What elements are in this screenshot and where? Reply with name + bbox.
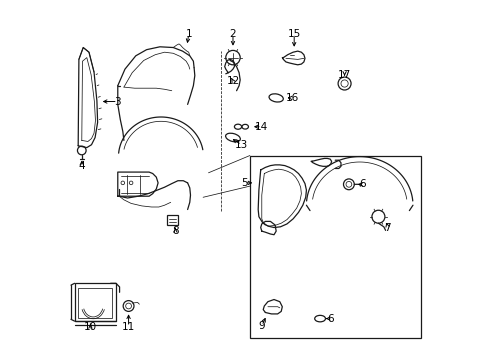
Text: 8: 8 <box>172 226 178 236</box>
Bar <box>75 283 116 321</box>
Bar <box>78 288 112 318</box>
Text: 9: 9 <box>258 321 264 331</box>
Text: 12: 12 <box>226 76 239 86</box>
Text: 13: 13 <box>235 140 248 150</box>
Text: 4: 4 <box>78 161 85 171</box>
Text: 1: 1 <box>185 29 192 39</box>
Text: 17: 17 <box>337 70 350 80</box>
Text: 6: 6 <box>359 179 365 189</box>
Text: 7: 7 <box>384 222 390 233</box>
Text: 2: 2 <box>229 29 236 39</box>
Text: 16: 16 <box>285 93 298 103</box>
Bar <box>249 156 420 338</box>
Text: 3: 3 <box>114 96 121 107</box>
Text: 10: 10 <box>83 322 97 332</box>
Text: 14: 14 <box>255 122 268 132</box>
Text: 15: 15 <box>287 29 300 39</box>
Text: 11: 11 <box>122 322 135 332</box>
Text: 5: 5 <box>241 178 247 188</box>
Text: 6: 6 <box>326 314 333 324</box>
FancyBboxPatch shape <box>167 215 178 225</box>
